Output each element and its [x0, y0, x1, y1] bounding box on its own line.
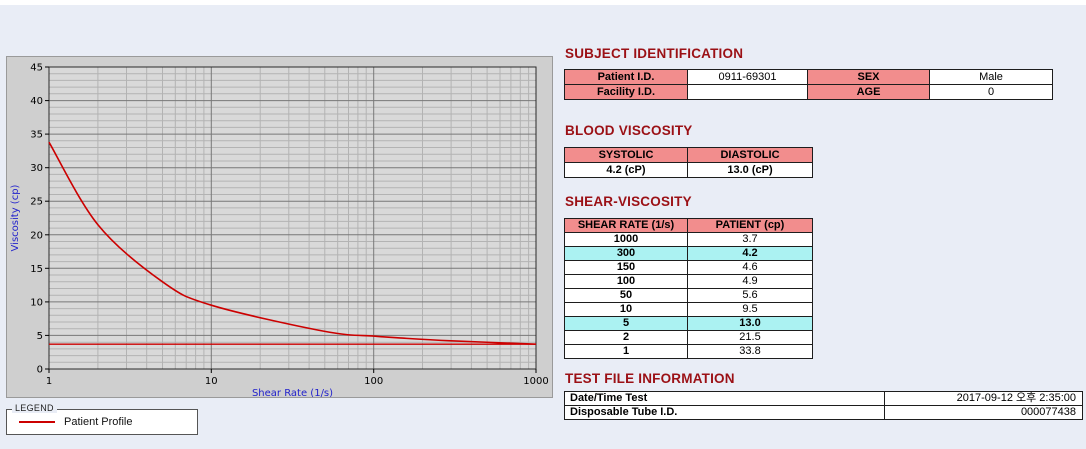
shear-rate-cell: 50 — [564, 288, 688, 303]
svg-text:1000: 1000 — [523, 376, 548, 387]
table-row: 300 4.2 — [564, 246, 813, 261]
sex-value: Male — [929, 69, 1053, 85]
viscosity-cell: 9.5 — [687, 302, 813, 317]
top-strip — [0, 0, 1086, 5]
table-row: 100 4.9 — [564, 274, 813, 289]
shear-rate-header: SHEAR RATE (1/s) — [564, 218, 688, 233]
diastolic-header: DIASTOLIC — [687, 147, 813, 163]
table-header-row: SHEAR RATE (1/s) PATIENT (cp) — [564, 218, 813, 233]
shear-viscosity-table: SHEAR RATE (1/s) PATIENT (cp) 1000 3.7 30… — [564, 218, 813, 359]
svg-text:15: 15 — [30, 264, 43, 275]
patient-id-value: 0911-69301 — [687, 69, 808, 85]
table-row: Patient I.D. 0911-69301 SEX Male — [564, 69, 1053, 85]
svg-text:40: 40 — [30, 96, 43, 107]
shear-rate-cell: 10 — [564, 302, 688, 317]
svg-text:1: 1 — [46, 376, 52, 387]
viscosity-cell: 33.8 — [687, 344, 813, 359]
svg-text:20: 20 — [30, 230, 43, 241]
svg-text:45: 45 — [30, 63, 43, 74]
shear-viscosity-chart: 0 5 10 15 20 25 30 35 40 45 1 10 100 1000 Shear Rate (… — [6, 56, 553, 400]
sex-label: SEX — [807, 69, 930, 85]
svg-text:10: 10 — [30, 297, 43, 308]
table-row: Facility I.D. AGE 0 — [564, 84, 1053, 100]
table-row: 1 33.8 — [564, 344, 813, 359]
patient-cp-header: PATIENT (cp) — [687, 218, 813, 233]
table-row: 1000 3.7 — [564, 232, 813, 247]
patient-id-label: Patient I.D. — [564, 69, 688, 85]
test-file-information-heading: TEST FILE INFORMATION — [565, 371, 735, 386]
table-row: 4.2 (cP) 13.0 (cP) — [564, 162, 813, 178]
test-file-information-table: Date/Time Test 2017-09-12 오후 2:35:00 Dis… — [564, 391, 1083, 420]
date-time-test-label: Date/Time Test — [564, 391, 885, 406]
legend-title: LEGEND — [12, 403, 57, 413]
table-row: Date/Time Test 2017-09-12 오후 2:35:00 — [564, 391, 1083, 406]
svg-text:5: 5 — [37, 331, 43, 342]
facility-id-value — [687, 84, 808, 100]
shear-rate-cell: 100 — [564, 274, 688, 289]
age-value: 0 — [929, 84, 1053, 100]
table-row: 5 13.0 — [564, 316, 813, 331]
systolic-value: 4.2 (cP) — [564, 162, 688, 178]
chart-legend: LEGEND Patient Profile — [6, 403, 198, 435]
svg-text:30: 30 — [30, 163, 43, 174]
shear-rate-cell: 1000 — [564, 232, 688, 247]
svg-text:Shear Rate (1/s): Shear Rate (1/s) — [252, 388, 333, 397]
shear-rate-cell: 150 — [564, 260, 688, 275]
table-row: Disposable Tube I.D. 000077438 — [564, 405, 1083, 420]
shear-rate-cell: 300 — [564, 246, 688, 261]
table-row: 2 21.5 — [564, 330, 813, 345]
blood-viscosity-heading: BLOOD VISCOSITY — [565, 123, 693, 138]
diastolic-value: 13.0 (cP) — [687, 162, 813, 178]
table-row: 50 5.6 — [564, 288, 813, 303]
subject-identification-heading: SUBJECT IDENTIFICATION — [565, 46, 744, 61]
patient-profile-line-swatch — [19, 421, 55, 423]
svg-text:10: 10 — [205, 376, 218, 387]
chart-canvas: 0 5 10 15 20 25 30 35 40 45 1 10 100 1000 Shear Rate (… — [10, 63, 549, 400]
shear-rate-cell: 1 — [564, 344, 688, 359]
age-label: AGE — [807, 84, 930, 100]
viscosity-cell: 4.2 — [687, 246, 813, 261]
viscosity-cell: 3.7 — [687, 232, 813, 247]
viscosity-cell: 4.6 — [687, 260, 813, 275]
viscosity-cell: 5.6 — [687, 288, 813, 303]
legend-item-label: Patient Profile — [64, 416, 133, 428]
date-time-test-value: 2017-09-12 오후 2:35:00 — [884, 391, 1083, 406]
disposable-tube-id-label: Disposable Tube I.D. — [564, 405, 885, 420]
viscosity-cell: 4.9 — [687, 274, 813, 289]
systolic-header: SYSTOLIC — [564, 147, 688, 163]
subject-identification-table: Patient I.D. 0911-69301 SEX Male Facilit… — [564, 69, 1053, 100]
shear-viscosity-heading: SHEAR-VISCOSITY — [565, 194, 692, 209]
blood-viscosity-table: SYSTOLIC DIASTOLIC 4.2 (cP) 13.0 (cP) — [564, 147, 813, 178]
table-row: 150 4.6 — [564, 260, 813, 275]
legend-item: Patient Profile — [7, 410, 197, 434]
facility-id-label: Facility I.D. — [564, 84, 688, 100]
svg-text:Viscosity (cp): Viscosity (cp) — [10, 184, 21, 251]
table-row: SYSTOLIC DIASTOLIC — [564, 147, 813, 163]
svg-text:25: 25 — [30, 197, 43, 208]
disposable-tube-id-value: 000077438 — [884, 405, 1083, 420]
shear-rate-cell: 2 — [564, 330, 688, 345]
viscosity-cell: 13.0 — [687, 316, 813, 331]
svg-text:100: 100 — [364, 376, 383, 387]
shear-rate-cell: 5 — [564, 316, 688, 331]
report-panel: SUBJECT IDENTIFICATION Patient I.D. 0911… — [564, 46, 1083, 420]
svg-text:0: 0 — [37, 365, 43, 376]
viscosity-cell: 21.5 — [687, 330, 813, 345]
svg-text:35: 35 — [30, 130, 43, 141]
table-row: 10 9.5 — [564, 302, 813, 317]
